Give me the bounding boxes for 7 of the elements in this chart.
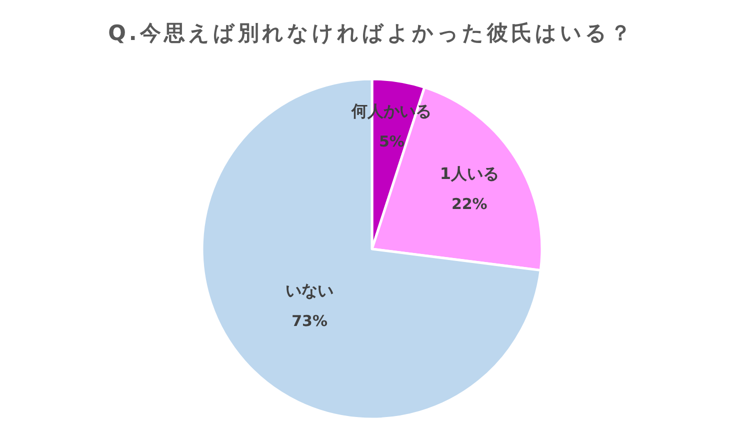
data-label: 22% [451,195,488,214]
data-label: 5% [378,132,404,150]
data-label: 73% [292,312,328,330]
pie-slice [200,78,542,420]
chart-title: Q.今思えば別れなければよかった彼氏はいる？ [108,21,634,45]
slice-label: いない [286,281,334,300]
slice-label: 1人いる [440,164,499,184]
